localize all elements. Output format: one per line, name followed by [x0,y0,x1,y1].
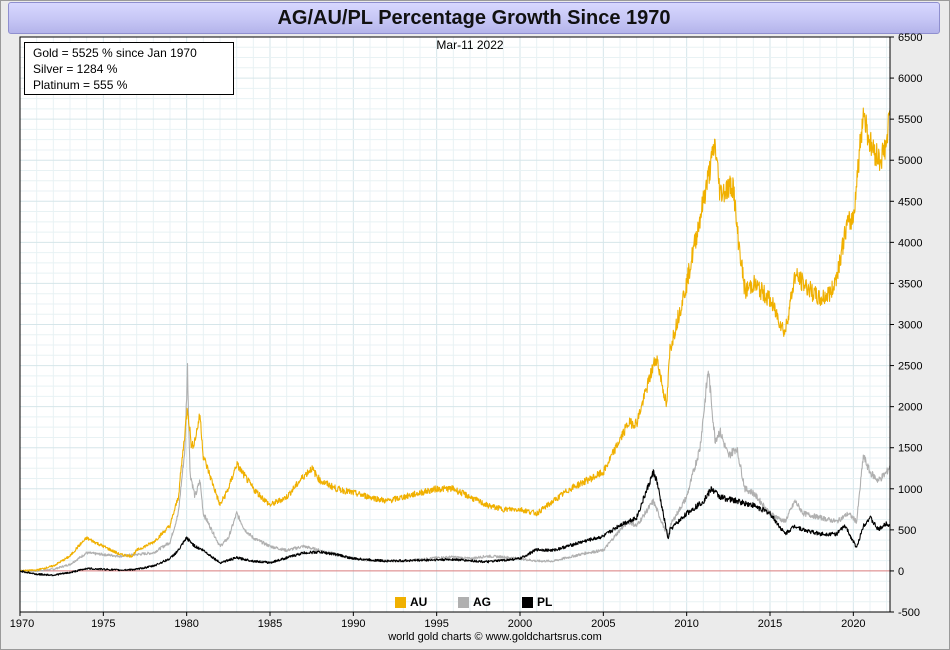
gold-growth-text: Gold = 5525 % since Jan 1970 [33,46,197,60]
au-legend-label: AU [410,595,428,609]
title-bar: AG/AU/PL Percentage Growth Since 1970 [8,2,940,34]
x-tick-label: 2005 [591,618,615,630]
y-tick-label: 2000 [898,402,922,414]
date-label: Mar-11 2022 [436,38,504,52]
x-axis: 1970 1975 1980 1985 1990 1995 2000 2005 2010 2015… [10,612,866,630]
x-tick-label: 2015 [758,618,782,630]
x-tick-label: 1980 [174,618,198,630]
platinum-growth-text: Platinum = 555 % [33,78,128,92]
y-tick-label: 1500 [898,443,922,455]
y-tick-label: 3500 [898,278,922,290]
x-tick-label: 1995 [424,618,448,630]
x-tick-label: 1990 [341,618,365,630]
x-tick-label: 2000 [508,618,532,630]
ag-legend-label: AG [473,595,491,609]
plot-border [19,36,891,613]
y-tick-label: 4000 [898,237,922,249]
series-lines [19,107,891,577]
y-tick-label: 3000 [898,320,922,332]
pl-legend-label: PL [537,595,553,609]
pl-swatch [522,597,533,608]
series-line-pl [19,469,891,577]
credit-text: world gold charts © www.goldchartsrus.co… [388,631,602,643]
y-tick-label: 500 [898,525,916,537]
x-tick-label: 2020 [841,618,865,630]
x-tick-label: 1970 [10,618,34,630]
x-tick-label: 1985 [258,618,282,630]
ag-swatch [458,597,469,608]
y-tick-label: -500 [898,607,920,619]
y-tick-label: 1000 [898,484,922,496]
x-tick-label: 1975 [91,618,115,630]
y-axis: -500 0 500 1000 1500 2000 2500 3000 3500 4000 4500… [890,32,922,619]
chart-title: AG/AU/PL Percentage Growth Since 1970 [277,7,671,29]
series-line-au [19,107,891,572]
y-tick-label: 0 [898,566,904,578]
au-swatch [395,597,406,608]
y-tick-label: 6000 [898,73,922,85]
info-box: Gold = 5525 % since Jan 1970 Silver = 12… [24,42,234,95]
x-tick-label: 2010 [674,618,698,630]
silver-growth-text: Silver = 1284 % [33,62,118,76]
y-tick-label: 5500 [898,114,922,126]
y-tick-label: 6500 [898,32,922,44]
y-tick-label: 2500 [898,361,922,373]
y-tick-label: 5000 [898,155,922,167]
y-tick-label: 4500 [898,196,922,208]
series-line-ag [19,363,891,573]
